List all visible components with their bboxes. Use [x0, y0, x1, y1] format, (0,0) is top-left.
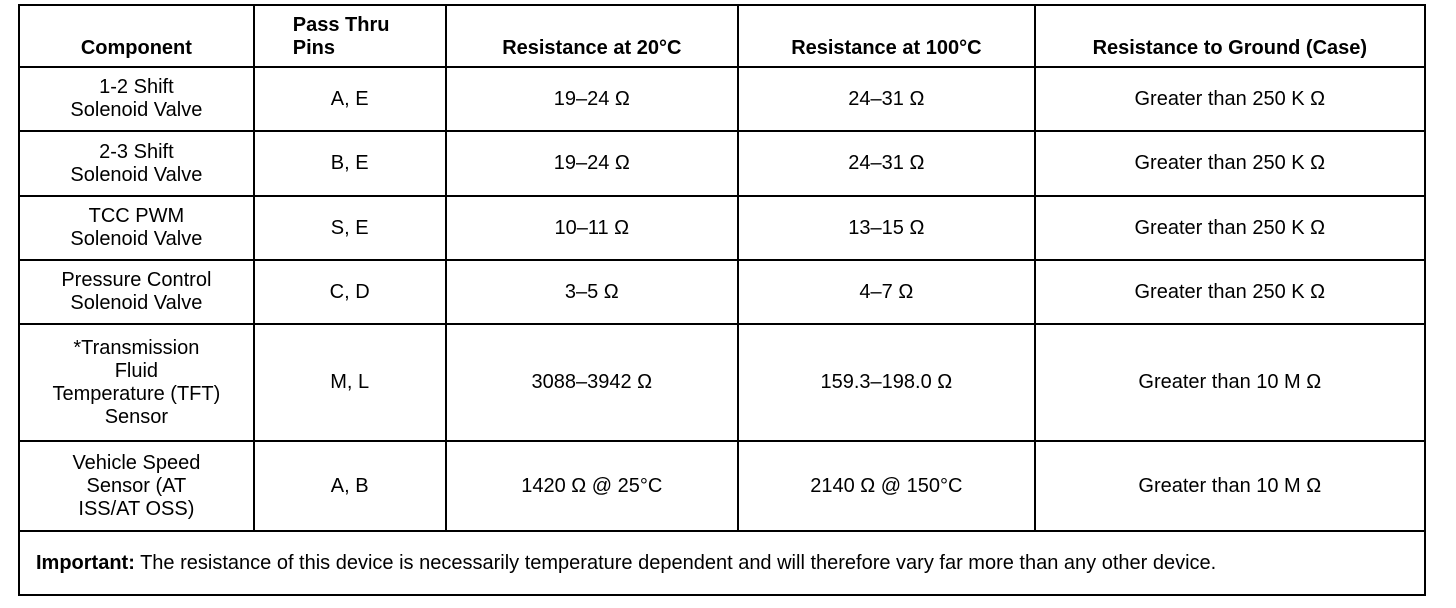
table-cell: 159.3–198.0 Ω — [737, 323, 1036, 442]
table-cell: A, B — [252, 440, 447, 532]
table-cell: M, L — [252, 323, 447, 442]
column-header: Resistance to Ground (Case) — [1033, 4, 1427, 68]
table-cell: 10–11 Ω — [444, 195, 740, 261]
table-cell: 1420 Ω @ 25°C — [444, 440, 740, 532]
column-header: Resistance at 100°C — [737, 4, 1036, 68]
note-cell: Important: The resistance of this device… — [18, 530, 1426, 596]
table-cell: S, E — [252, 195, 447, 261]
column-header: Resistance at 20°C — [444, 4, 740, 68]
resistance-table: Component Pass Thru Pins Resistance at 20°… — [18, 4, 1427, 596]
table-row: Pressure Control Solenoid Valve C, D 3–5 Ω… — [18, 259, 1427, 325]
table-cell: *Transmission Fluid Temperature (TFT) Se… — [18, 323, 255, 442]
table-row: Vehicle Speed Sensor (AT ISS/AT OSS) A, B… — [18, 440, 1427, 532]
table-row: 2-3 Shift Solenoid Valve B, E 19–24 Ω 24–31… — [18, 130, 1427, 197]
table-cell: B, E — [252, 130, 447, 197]
table-cell: 24–31 Ω — [737, 66, 1036, 132]
table-row: 1-2 Shift Solenoid Valve A, E 19–24 Ω 24–31… — [18, 66, 1427, 132]
table-cell: Greater than 10 M Ω — [1033, 323, 1427, 442]
column-header: Pass Thru Pins — [252, 4, 447, 68]
table-cell: 24–31 Ω — [737, 130, 1036, 197]
table-cell: Greater than 250 K Ω — [1033, 130, 1427, 197]
table-cell: Greater than 250 K Ω — [1033, 259, 1427, 325]
table-cell: 19–24 Ω — [444, 130, 740, 197]
table-row: TCC PWM Solenoid Valve S, E 10–11 Ω 13–15 Ω… — [18, 195, 1427, 261]
table-cell: A, E — [252, 66, 447, 132]
note-text: The resistance of this device is necessa… — [140, 551, 1217, 574]
table-cell: TCC PWM Solenoid Valve — [18, 195, 255, 261]
table-cell: Greater than 10 M Ω — [1033, 440, 1427, 532]
table-body: 1-2 Shift Solenoid Valve A, E 19–24 Ω 24–31… — [18, 66, 1427, 596]
note-row: Important: The resistance of this device… — [18, 530, 1426, 596]
table-cell: 13–15 Ω — [737, 195, 1036, 261]
table-cell: 3088–3942 Ω — [444, 323, 740, 442]
table-cell: 2-3 Shift Solenoid Valve — [18, 130, 255, 197]
table-cell: 2140 Ω @ 150°C — [737, 440, 1036, 532]
table-row: *Transmission Fluid Temperature (TFT) Se… — [18, 323, 1427, 442]
table-cell: Greater than 250 K Ω — [1033, 195, 1427, 261]
table-cell: 19–24 Ω — [444, 66, 740, 132]
table-cell: 3–5 Ω — [444, 259, 740, 325]
table-cell: 1-2 Shift Solenoid Valve — [18, 66, 255, 132]
table-cell: Greater than 250 K Ω — [1033, 66, 1427, 132]
table-cell: Vehicle Speed Sensor (AT ISS/AT OSS) — [18, 440, 255, 532]
column-header: Component — [18, 4, 255, 68]
table-cell: C, D — [252, 259, 447, 325]
table-cell: Pressure Control Solenoid Valve — [18, 259, 255, 325]
table-cell: 4–7 Ω — [737, 259, 1036, 325]
header-row: Component Pass Thru Pins Resistance at 20°… — [18, 4, 1427, 68]
note-label: Important: — [36, 551, 135, 574]
